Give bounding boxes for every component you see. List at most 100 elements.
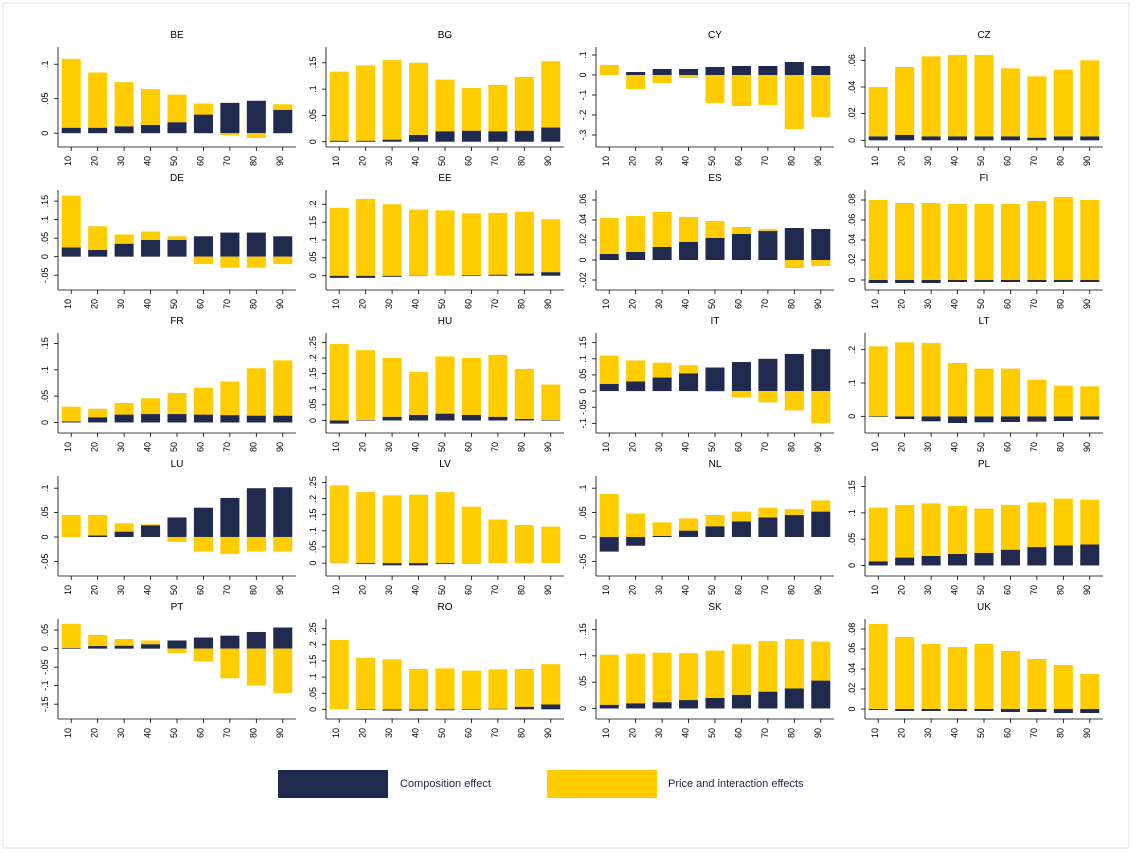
bar: [1000, 68, 1020, 137]
bar: [948, 506, 968, 554]
bar: [541, 664, 561, 705]
y-tick-label: .1: [578, 355, 588, 363]
bar: [758, 358, 778, 392]
x-tick-label: 60: [195, 585, 205, 595]
bar: [246, 415, 266, 423]
bar: [895, 709, 915, 711]
x-tick-label: 30: [384, 156, 394, 166]
x-tick-label: 80: [248, 442, 258, 452]
y-tick-label: .05: [847, 533, 857, 546]
bar: [1027, 659, 1047, 709]
x-tick-label: 70: [760, 299, 770, 309]
x-tick-label: 40: [681, 299, 691, 309]
bar: [61, 247, 81, 257]
y-tick-label: .25: [308, 622, 318, 635]
panel-title: LU: [171, 459, 184, 470]
bar: [409, 563, 429, 566]
bar: [246, 536, 266, 552]
legend-swatch: [278, 770, 388, 798]
bar: [409, 372, 429, 415]
x-tick-label: 20: [628, 728, 638, 738]
x-tick-label: 40: [411, 585, 421, 595]
bar: [61, 421, 81, 423]
bar: [948, 553, 968, 566]
bar: [921, 503, 941, 556]
x-tick-label: 10: [870, 585, 880, 595]
y-tick-label: 0: [578, 706, 588, 711]
bar: [758, 507, 778, 518]
bar: [273, 415, 293, 423]
bar: [1080, 136, 1100, 141]
y-tick-label: .05: [308, 687, 318, 700]
y-tick-label: 0: [40, 646, 50, 651]
y-tick-label: 0: [578, 389, 588, 394]
bar: [868, 87, 888, 137]
bar: [921, 556, 941, 566]
bar: [461, 275, 481, 276]
bar: [541, 526, 561, 564]
bar: [141, 414, 161, 423]
bar: [652, 75, 672, 83]
x-tick-label: 80: [248, 728, 258, 738]
y-tick-label: -.1: [40, 680, 50, 691]
bar: [88, 535, 108, 537]
y-tick-label: 0: [40, 254, 50, 259]
bar: [114, 126, 134, 134]
x-tick-label: 80: [248, 585, 258, 595]
y-tick-label: .25: [308, 476, 318, 489]
bar: [488, 669, 508, 709]
panel-title: RO: [438, 602, 453, 613]
y-tick-label: .05: [308, 541, 318, 554]
x-tick-label: 20: [897, 728, 907, 738]
bar: [626, 252, 646, 260]
bar: [141, 640, 161, 645]
y-tick-label: -.05: [40, 659, 50, 675]
bar: [1000, 651, 1020, 709]
bar: [679, 69, 699, 75]
x-tick-label: 40: [681, 156, 691, 166]
bar: [329, 420, 349, 424]
x-tick-label: 30: [923, 156, 933, 166]
x-tick-label: 40: [950, 728, 960, 738]
x-tick-label: 60: [1002, 299, 1012, 309]
bar: [811, 680, 831, 709]
bar: [514, 77, 534, 131]
y-tick-label: -.15: [40, 696, 50, 712]
panel-title: FR: [170, 316, 183, 327]
x-tick-label: 20: [628, 156, 638, 166]
x-tick-label: 30: [654, 728, 664, 738]
bar: [382, 204, 402, 276]
bar: [246, 648, 266, 686]
bar: [731, 234, 751, 260]
bar: [626, 216, 646, 252]
bar: [1027, 416, 1047, 422]
bar: [488, 354, 508, 417]
bar: [141, 89, 161, 125]
x-tick-label: 50: [707, 728, 717, 738]
y-tick-label: .25: [308, 336, 318, 349]
bar: [599, 218, 619, 254]
bar: [948, 204, 968, 280]
bar: [1027, 547, 1047, 566]
bar: [1080, 709, 1100, 713]
y-tick-label: -.05: [40, 554, 50, 570]
bar: [868, 507, 888, 562]
bar: [758, 75, 778, 105]
y-tick-label: .06: [847, 214, 857, 227]
x-tick-label: 30: [384, 299, 394, 309]
x-tick-label: 70: [1029, 299, 1039, 309]
x-tick-label: 30: [654, 442, 664, 452]
panel-title: PL: [978, 459, 991, 470]
bar: [1080, 499, 1100, 545]
bar: [974, 204, 994, 280]
bar: [88, 417, 108, 423]
bar: [514, 368, 534, 419]
x-tick-label: 50: [707, 442, 717, 452]
x-tick-label: 60: [463, 442, 473, 452]
x-tick-label: 80: [786, 728, 796, 738]
y-tick-label: .05: [308, 109, 318, 122]
bar: [435, 563, 455, 565]
bar: [461, 709, 481, 710]
x-tick-label: 10: [63, 299, 73, 309]
